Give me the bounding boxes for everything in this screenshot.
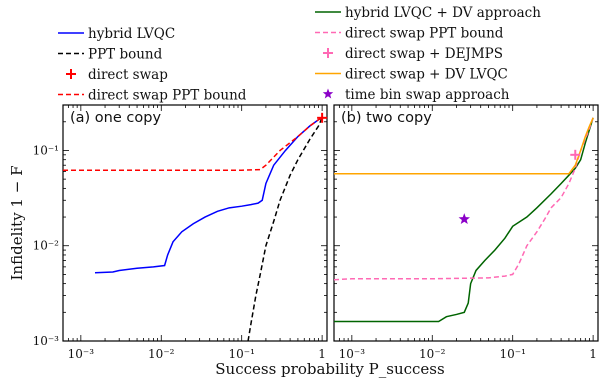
series-direct-swap-ppt-bound xyxy=(334,117,594,281)
y-axis-label: Infidelity 1 − F xyxy=(8,166,26,281)
x-tick-label: 1 xyxy=(318,347,326,361)
y-tick-label: 10⁻¹ xyxy=(33,143,59,157)
series-ppt-bound xyxy=(247,117,323,341)
panel-b: 10⁻³ 10⁻² 10⁻¹ 1 (b) two copy xyxy=(333,104,599,361)
legend-item-ppt-bound: PPT bound xyxy=(58,47,163,63)
legend-item-direct-swap-ppt-bound: direct swap PPT bound xyxy=(315,26,504,42)
point-direct-swap xyxy=(317,112,328,123)
legend-label: direct swap xyxy=(88,67,168,83)
legend-item-direct-swap-dejmps: direct swap + DEJMPS xyxy=(323,46,503,62)
panel-a: 10⁻³ 10⁻² 10⁻¹ 1 10⁻³ 10⁻² 10⁻¹ (a) one copy xyxy=(33,104,328,361)
legend-label: hybrid LVQC + DV approach xyxy=(345,5,541,21)
legend-label: hybrid LVQC xyxy=(88,26,175,42)
legend-label: PPT bound xyxy=(88,47,163,63)
panel-label: (b) two copy xyxy=(341,110,432,126)
series-hybrid-lvqc-dv-approach xyxy=(334,117,594,323)
legend-item-time-bin-swap-approach: time bin swap approach xyxy=(322,87,510,103)
legend-swatch xyxy=(323,48,333,58)
legend-panel-a: hybrid LVQC PPT bound direct swap direct sw… xyxy=(58,26,247,104)
plot-frame xyxy=(62,104,328,342)
x-axis-label: Success probability P_success xyxy=(215,360,444,378)
y-tick-label: 10⁻³ xyxy=(33,334,60,348)
x-tick-label: 10⁻³ xyxy=(339,347,366,361)
plot-frame xyxy=(333,104,599,342)
legend-label: time bin swap approach xyxy=(345,87,510,103)
legend-item-direct-swap: direct swap xyxy=(66,67,168,83)
series-layer xyxy=(63,117,323,341)
x-tick-label: 10⁻³ xyxy=(68,347,95,361)
legend-item-direct-swap-ppt-bound: direct swap PPT bound xyxy=(58,88,247,104)
series-hybrid-lvqc xyxy=(94,117,323,274)
legend-item-direct-swap-dv-lvqc: direct swap + DV LVQC xyxy=(315,67,508,83)
legend-label: direct swap PPT bound xyxy=(345,26,504,42)
series-direct-swap-ppt-bound xyxy=(63,117,323,171)
legend-swatch xyxy=(66,69,76,79)
legend-label: direct swap + DEJMPS xyxy=(345,46,503,62)
legend-item-hybrid-lvqc: hybrid LVQC xyxy=(58,26,175,42)
x-tick-label: 10⁻² xyxy=(419,347,446,361)
point-time-bin-swap-approach xyxy=(458,213,470,225)
point-direct-swap-dejmps xyxy=(570,149,581,160)
legend-label: direct swap PPT bound xyxy=(88,88,247,104)
x-tick-label: 10⁻¹ xyxy=(228,347,254,361)
x-tick-label: 10⁻² xyxy=(148,347,175,361)
series-layer xyxy=(334,117,594,323)
y-tick-label: 10⁻² xyxy=(33,239,60,253)
legend-swatch xyxy=(322,88,334,99)
legend-label: direct swap + DV LVQC xyxy=(345,67,508,83)
x-tick-label: 1 xyxy=(589,347,597,361)
legend-panel-b: hybrid LVQC + DV approach direct swap PPT… xyxy=(315,5,541,103)
series-direct-swap-dv-lvqc xyxy=(334,117,594,175)
legend-item-hybrid-lvqc-dv-approach: hybrid LVQC + DV approach xyxy=(315,5,541,21)
x-tick-label: 10⁻¹ xyxy=(499,347,525,361)
panel-label: (a) one copy xyxy=(70,110,161,126)
